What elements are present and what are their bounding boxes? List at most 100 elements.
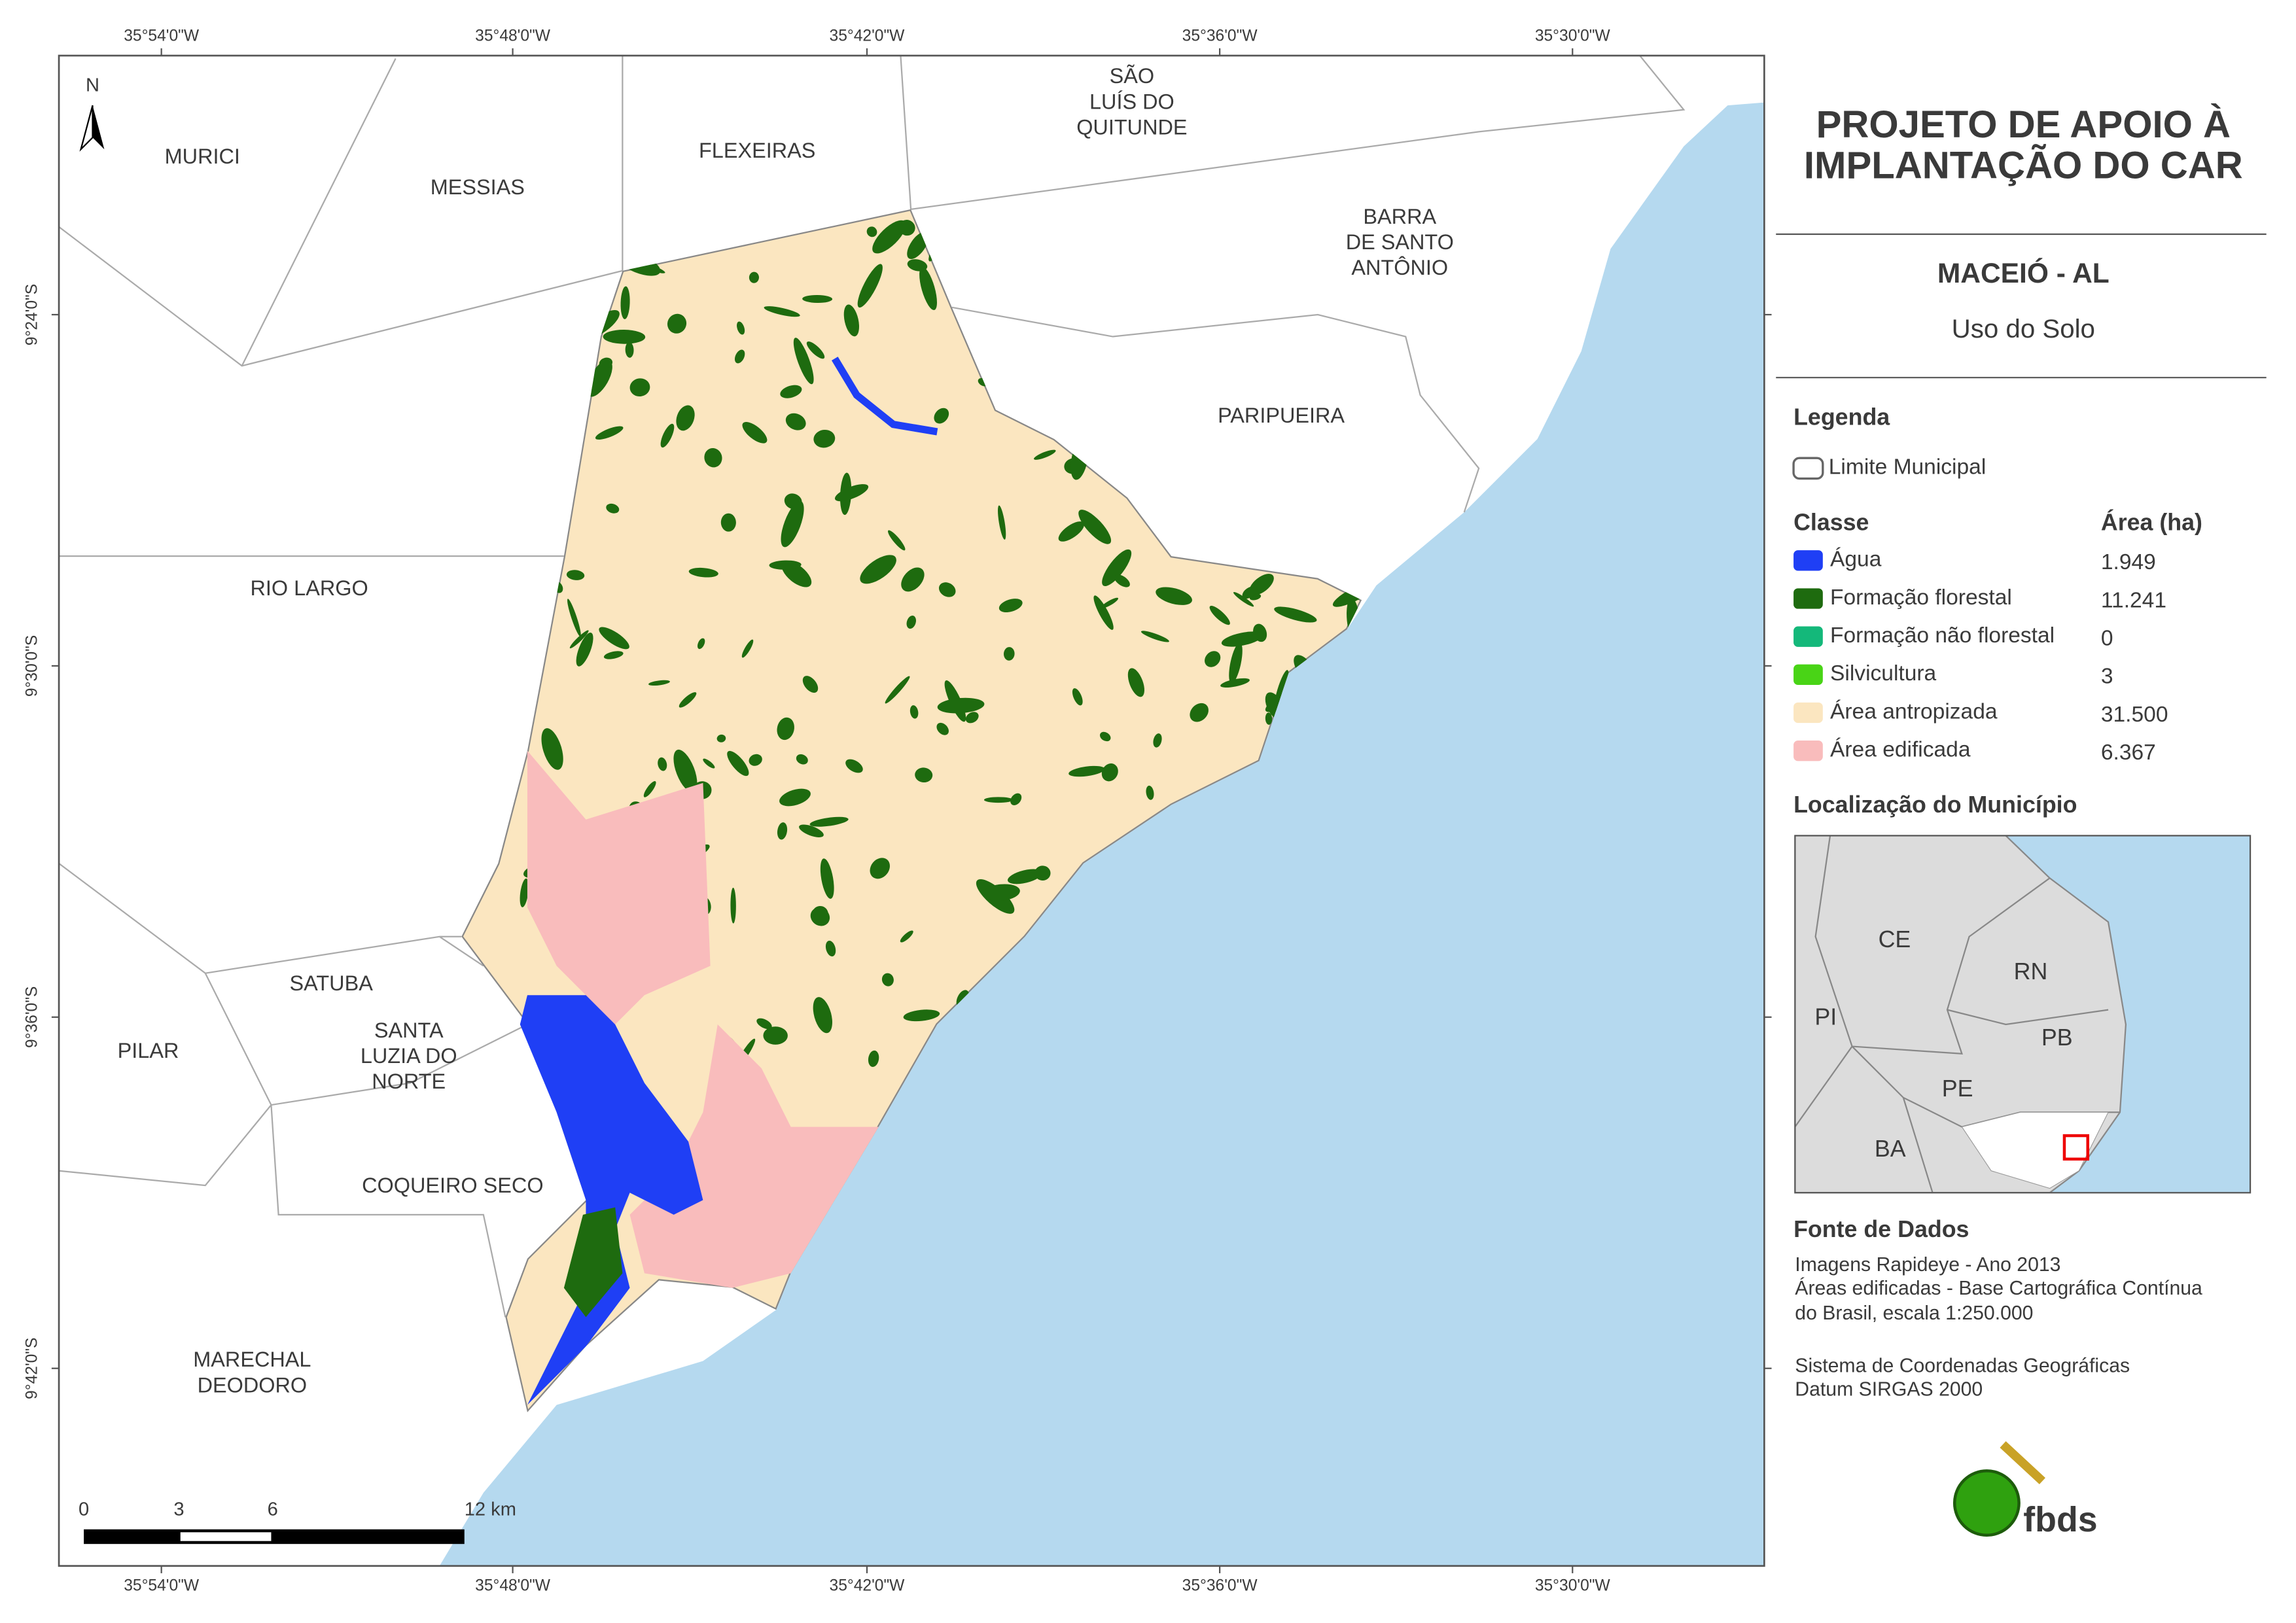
forest-patch — [834, 484, 869, 502]
legend-swatch — [1793, 664, 1823, 685]
forest-patch — [1069, 765, 1105, 777]
scale-bar — [84, 1529, 465, 1544]
forest-patch — [813, 997, 832, 1034]
longitude-label: 35°48'0"W — [475, 27, 551, 44]
forest-patch — [1205, 651, 1221, 667]
forest-patch — [1127, 668, 1144, 697]
longitude-label: 35°36'0"W — [1182, 1577, 1258, 1595]
scale-label: 0 — [79, 1499, 89, 1520]
forest-patch — [1156, 587, 1192, 605]
municipality-label: DE SANTO — [1346, 230, 1454, 254]
forest-patch — [716, 734, 726, 742]
forest-patch — [779, 788, 811, 807]
forest-patch — [1209, 605, 1230, 625]
state-label: RN — [2014, 958, 2048, 985]
state-label: BA — [1875, 1136, 1906, 1162]
forest-patch — [857, 264, 883, 308]
built-area — [629, 1024, 879, 1288]
forest-patch — [872, 220, 906, 254]
forest-patch — [845, 759, 863, 773]
logo-bar — [2000, 1441, 2045, 1484]
forest-patch — [1153, 733, 1162, 748]
forest-patch — [900, 930, 913, 943]
municipality-label: QUITUNDE — [1076, 115, 1187, 139]
forest-patch — [1101, 597, 1119, 608]
source-line: Sistema de Coordenadas Geográficas — [1795, 1355, 2130, 1376]
legend-swatch — [1793, 550, 1823, 571]
forest-patch — [936, 722, 949, 735]
forest-patch — [934, 408, 949, 424]
municipality-label: DEODORO — [198, 1373, 308, 1397]
inset-map — [1795, 835, 2251, 1193]
forest-patch — [802, 294, 833, 304]
forest-patch — [625, 341, 634, 358]
forest-patch — [569, 630, 589, 649]
municipality-label: PARIPUEIRA — [1218, 404, 1345, 427]
scale-label: 3 — [173, 1499, 184, 1520]
logo-text: fbds — [2023, 1500, 2097, 1539]
inset-land — [1795, 835, 2127, 1193]
forest-patch — [730, 887, 736, 924]
forest-patch — [749, 271, 759, 283]
forest-patch — [567, 599, 581, 637]
legend-class: Formação florestal — [1830, 585, 2012, 610]
forest-patch — [937, 697, 985, 714]
forest-patch — [820, 858, 834, 899]
longitude-label: 35°42'0"W — [830, 27, 906, 44]
reservoir — [831, 357, 938, 436]
forest-patch — [1114, 574, 1130, 587]
forest-patch — [1274, 670, 1289, 712]
forest-patch — [860, 555, 896, 584]
forest-patch — [1242, 586, 1258, 599]
forest-patch — [520, 878, 529, 907]
source-line: Datum SIRGAS 2000 — [1795, 1378, 1983, 1400]
forest-patch — [648, 680, 670, 686]
forest-patch — [809, 816, 849, 827]
legend-area: 11.241 — [2101, 588, 2166, 612]
forest-patch — [906, 616, 916, 629]
forest-patch — [881, 973, 894, 986]
forest-patch — [643, 781, 656, 797]
forest-patch — [737, 321, 745, 335]
map-frame — [58, 54, 1765, 1567]
inset-locator — [2062, 1134, 2089, 1161]
forest-patch — [777, 717, 794, 741]
forest-patch — [599, 357, 613, 369]
forest-patch — [720, 513, 736, 532]
source-title: Fonte de Dados — [1793, 1216, 1969, 1242]
municipality-label: SATUBA — [290, 971, 374, 995]
forest-patch — [915, 767, 933, 783]
scale-label: 6 — [268, 1499, 278, 1520]
forest-patch — [660, 423, 675, 448]
north-label: N — [86, 75, 99, 96]
latitude-label: 9°42'0"S — [23, 1338, 41, 1399]
forest-patch — [785, 413, 806, 430]
forest-patch — [606, 503, 620, 514]
legend-class: Área edificada — [1830, 738, 1971, 762]
municipality-label: MESSIAS — [431, 175, 525, 199]
legend-swatch — [1793, 702, 1823, 724]
forest-patch — [781, 500, 804, 548]
forest-patch — [603, 330, 646, 344]
forest-patch — [1003, 647, 1015, 661]
forest-patch — [1058, 521, 1085, 542]
forest-patch — [938, 582, 956, 597]
forest-patch — [1190, 703, 1209, 722]
forest-patch — [799, 824, 824, 837]
forest-patch — [796, 754, 808, 765]
forest-patch — [1008, 869, 1043, 884]
legend-area: 3 — [2101, 665, 2113, 689]
inset-alagoas — [1961, 1111, 2109, 1189]
place: MACEIÓ - AL — [1937, 257, 2110, 289]
location-title: Localização do Município — [1793, 792, 2077, 818]
longitude-label: 35°54'0"W — [124, 1577, 200, 1595]
forest-patch — [813, 429, 836, 448]
forest-patch — [1221, 631, 1263, 647]
forest-patch — [566, 570, 585, 580]
legend-area: 0 — [2101, 626, 2113, 650]
forest-patch — [756, 1018, 772, 1030]
source-line: Áreas edificadas - Base Cartográfica Con… — [1795, 1278, 2202, 1299]
municipality-label: COQUEIRO SECO — [362, 1174, 543, 1197]
longitude-label: 35°48'0"W — [475, 1577, 551, 1595]
forest-patch — [919, 267, 938, 311]
